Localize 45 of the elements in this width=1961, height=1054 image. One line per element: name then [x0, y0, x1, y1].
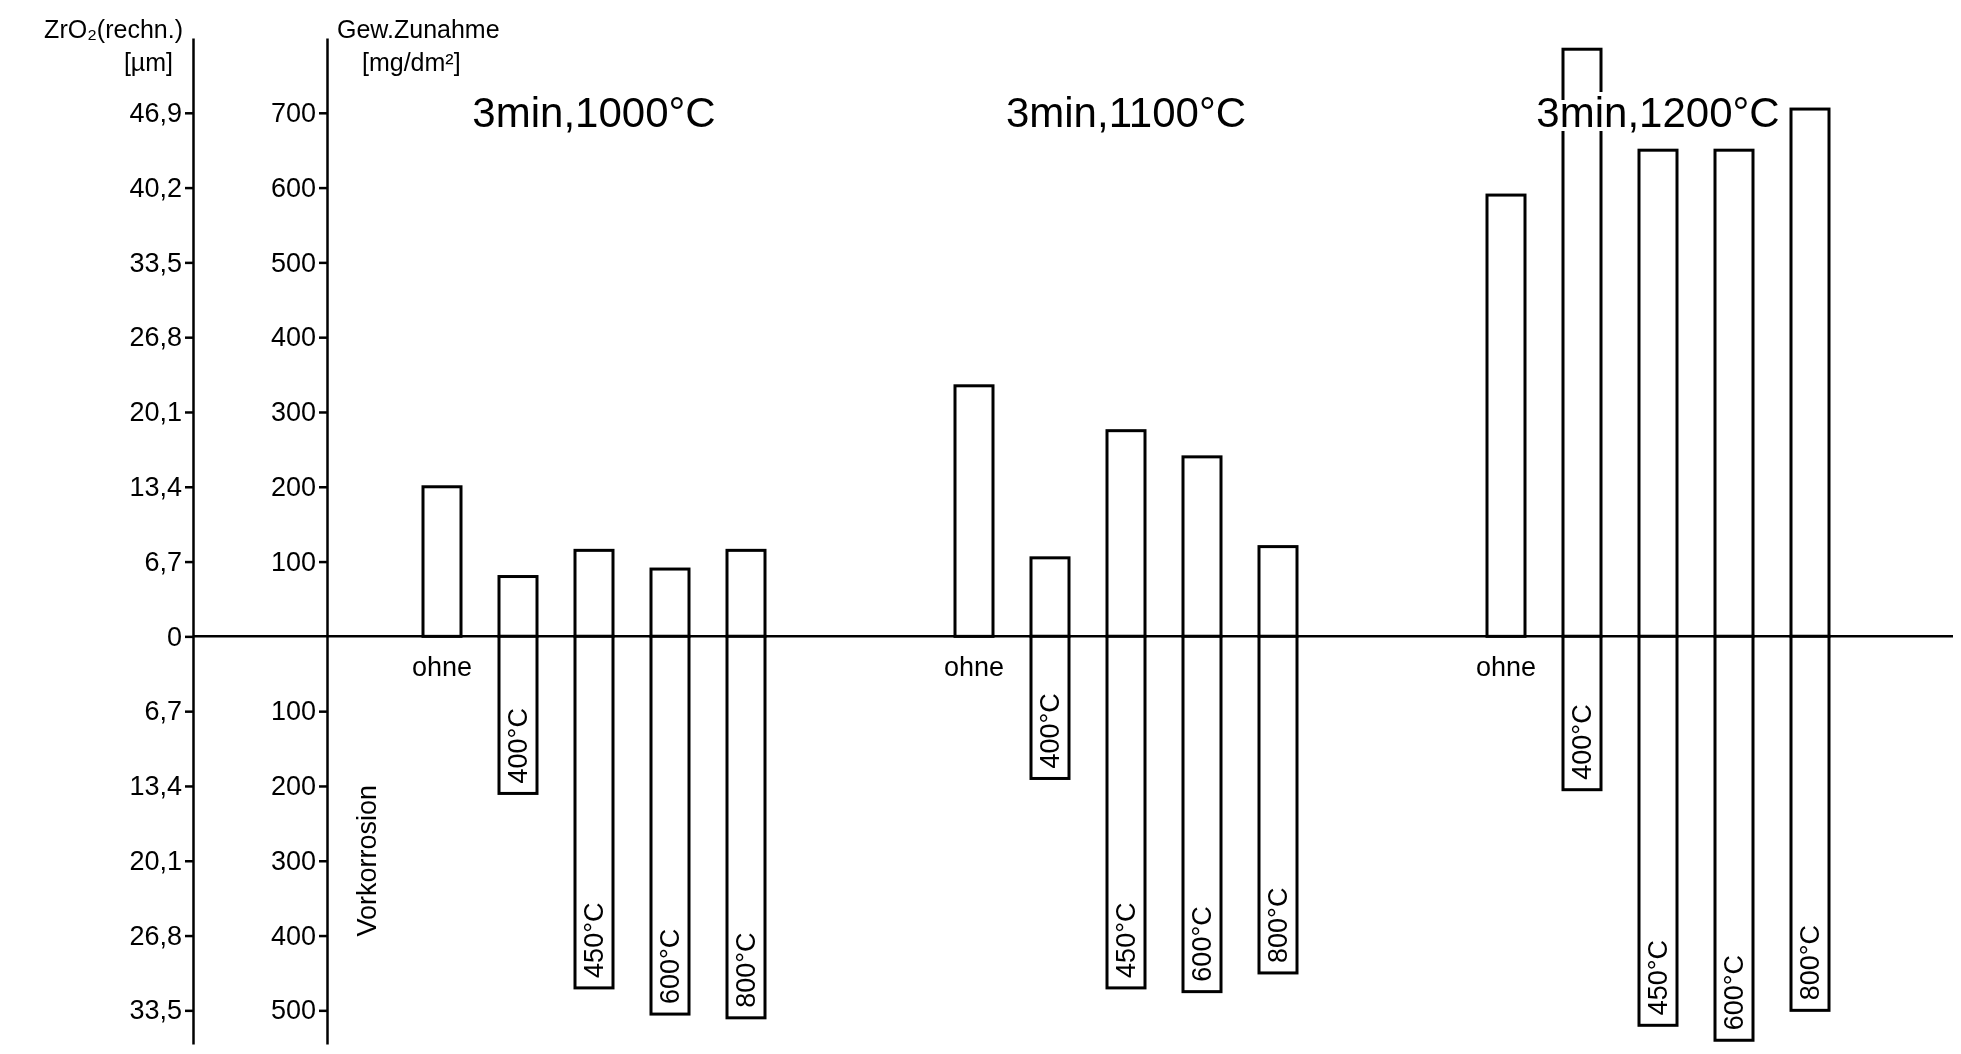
x-tick-label: 400°C	[503, 708, 533, 784]
x-tick-label: 450°C	[1643, 939, 1673, 1016]
x-tick-label: ohne	[411, 652, 473, 683]
annotation: 3min,1000°C	[472, 88, 716, 136]
x-tick-label: ohne	[1475, 652, 1537, 683]
y-tick-label: 500	[270, 995, 316, 1026]
y2-axis-title: ZrO₂(rechn.) [µm]	[44, 15, 183, 76]
x-tick-label: ohne	[943, 652, 1005, 683]
x-tick-label: 800°C	[1795, 924, 1825, 1001]
y2-tick-label: 13,4	[129, 471, 182, 502]
y-tick-label: 500	[270, 247, 316, 278]
y-tick-label: 100	[270, 546, 316, 577]
y2-tick-label: 33,5	[129, 247, 182, 278]
y-tick-label: 300	[270, 397, 316, 428]
y2-tick-label: 20,1	[129, 845, 182, 876]
y2-tick-label: 0	[166, 621, 182, 652]
y-tick-label: 600	[270, 172, 316, 203]
y2-tick-label: 6,7	[144, 546, 182, 577]
y2-tick-label: 6,7	[144, 696, 182, 727]
y2-tick-label: 26,8	[129, 920, 182, 951]
y-tick-label: 300	[270, 845, 316, 876]
x-tick-label: 600°C	[1187, 906, 1217, 982]
x-tick-label: 400°C	[1567, 704, 1597, 780]
y-tick-label: 400	[270, 322, 316, 353]
x-tick-label: 800°C	[1263, 887, 1293, 963]
annotation: Vorkorrosion	[352, 784, 382, 937]
y2-tick-label: 33,5	[129, 995, 182, 1026]
x-tick-label: 600°C	[655, 928, 685, 1005]
y2-tick-label: 20,1	[129, 397, 182, 428]
annotation: 3min,1100°C	[1005, 88, 1247, 136]
y-tick-label: 400	[270, 920, 316, 951]
y2-tick-label: 13,4	[129, 771, 182, 802]
y2-tick-label: 40,2	[129, 172, 182, 203]
y-tick-label: 100	[270, 696, 316, 727]
x-tick-label: 400°C	[1035, 693, 1065, 769]
x-tick-label: 450°C	[1111, 902, 1141, 978]
y2-tick-label: 46,9	[129, 97, 182, 128]
x-tick-label: 450°C	[579, 902, 609, 978]
y-axis-title: Gew.Zunahme [mg/dm²]	[337, 15, 500, 76]
y-tick-label: 200	[270, 471, 316, 502]
y-tick-label: 700	[270, 97, 316, 128]
x-tick-label: 600°C	[1719, 954, 1749, 1031]
y-tick-label: 200	[270, 771, 316, 802]
y2-tick-label: 26,8	[129, 322, 182, 353]
x-tick-label: 800°C	[731, 932, 761, 1008]
